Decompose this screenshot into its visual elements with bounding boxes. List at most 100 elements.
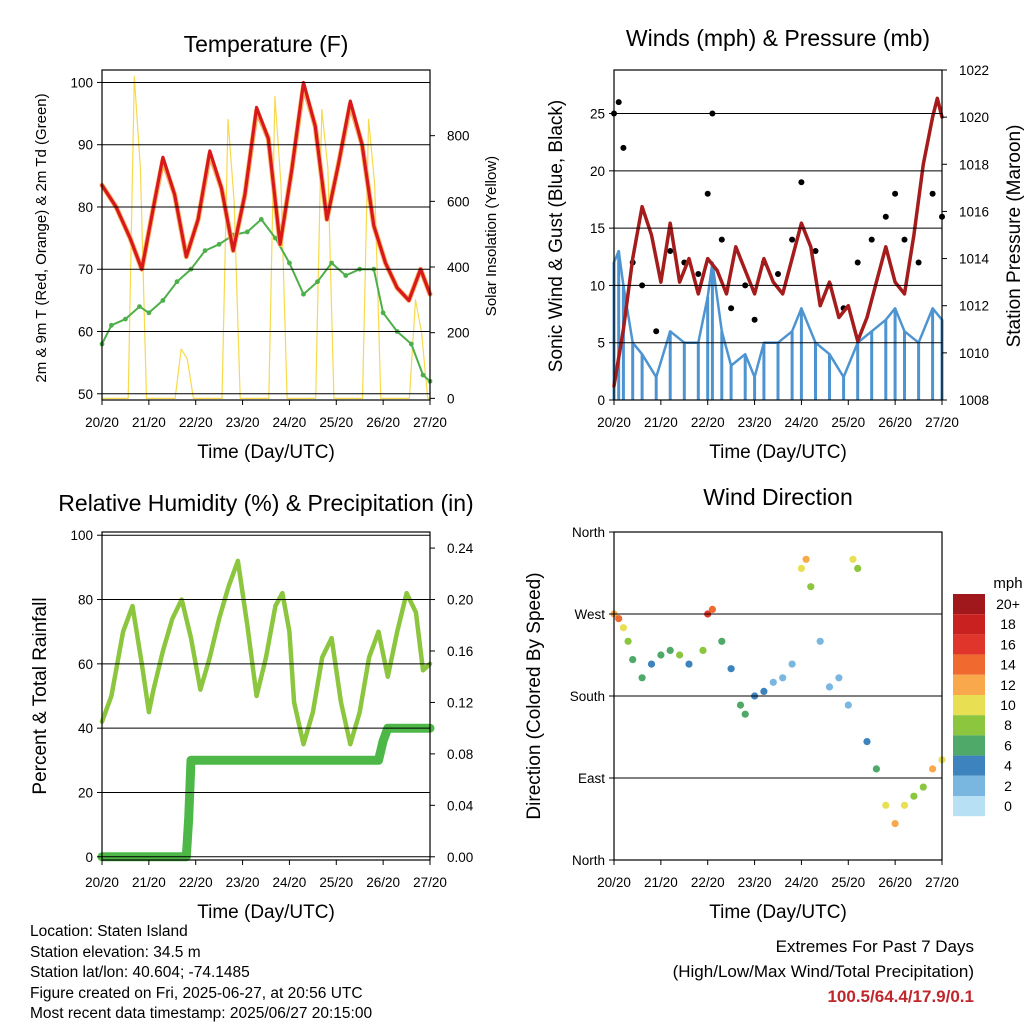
direction-point <box>769 678 777 686</box>
x-tick-label: 26/20 <box>878 875 912 890</box>
dewpoint-point <box>287 260 292 266</box>
gust-point <box>695 271 702 277</box>
extremes-subheading: (High/Low/Max Wind/Total Precipitation) <box>672 962 974 981</box>
dewpoint-point <box>420 372 426 378</box>
direction-point <box>816 637 824 645</box>
dewpoint-point <box>329 260 334 266</box>
legend-swatch <box>953 715 985 736</box>
legend-label: 10 <box>1000 697 1016 713</box>
x-tick-label: 22/20 <box>691 875 725 890</box>
gust-point <box>751 316 758 323</box>
y2-tick-label: 400 <box>447 260 470 275</box>
temperature-title: Temperature (F) <box>184 31 349 57</box>
winds-ylabel-right: Station Pressure (Maroon) <box>1004 125 1024 348</box>
x-tick-label: 25/20 <box>831 415 865 430</box>
y2-tick-label: 1008 <box>959 393 989 408</box>
y2-tick-label: 1018 <box>959 157 989 172</box>
direction-point <box>797 564 806 573</box>
humidity-line <box>99 558 433 747</box>
legend-swatch <box>953 755 985 776</box>
dewpoint-point <box>380 310 386 316</box>
x-tick-label: 20/20 <box>597 415 631 430</box>
direction-point <box>760 687 768 696</box>
legend-label: 20+ <box>996 596 1020 612</box>
y-tick-label: 70 <box>78 262 93 277</box>
direction-point <box>619 624 628 632</box>
x-tick-label: 27/20 <box>925 875 959 890</box>
legend-swatch <box>953 614 985 635</box>
legend-swatch <box>953 775 985 796</box>
legend-label: 6 <box>1004 737 1012 753</box>
direction-point <box>676 651 684 659</box>
x-tick-label: 23/20 <box>738 415 772 430</box>
direction-point <box>891 820 899 828</box>
direction-point <box>629 656 637 664</box>
station-info: Location: Staten Island Station elevatio… <box>30 922 372 1025</box>
y-tick-label: 100 <box>70 75 93 90</box>
gust-point <box>868 236 875 243</box>
direction-point <box>835 674 843 682</box>
legend-label: 16 <box>1000 636 1016 652</box>
x-tick-label: 23/20 <box>738 875 772 890</box>
precipitation-line <box>97 723 435 862</box>
x-tick-label: 24/20 <box>273 415 307 430</box>
legend-label: 18 <box>1000 616 1016 632</box>
direction-point <box>825 683 834 691</box>
direction-point <box>849 555 857 563</box>
x-tick-label: 21/20 <box>132 415 166 430</box>
dewpoint-point <box>216 241 222 247</box>
dewpoint-line <box>101 218 431 383</box>
x-tick-label: 27/20 <box>925 415 959 430</box>
direction-xlabel: Time (Day/UTC) <box>709 902 847 923</box>
winds-title: Winds (mph) & Pressure (mb) <box>626 25 930 51</box>
x-tick-label: 21/20 <box>644 415 678 430</box>
legend-label: 4 <box>1004 758 1012 774</box>
dewpoint-point <box>315 279 320 285</box>
y2-tick-label: 0.20 <box>447 593 473 608</box>
gust-point <box>789 236 796 243</box>
direction-point <box>736 701 745 709</box>
dewpoint-point <box>174 279 180 285</box>
direction-point <box>708 605 717 614</box>
direction-point <box>910 792 918 800</box>
dewpoint-point <box>123 316 128 322</box>
direction-point <box>844 701 852 709</box>
legend-label: 14 <box>1000 657 1016 673</box>
extremes-heading: Extremes For Past 7 Days <box>775 937 974 956</box>
humidity-ylabel-left: Percent & Total Rainfall <box>30 597 51 794</box>
y2-tick-label: 1020 <box>959 110 989 125</box>
legend-label: 8 <box>1004 717 1012 733</box>
dewpoint-point <box>137 304 142 309</box>
y2-tick-label: 0.08 <box>447 747 473 762</box>
plot-frame <box>101 531 431 861</box>
direction-point <box>727 665 735 673</box>
y2-tick-label: 0.04 <box>447 798 474 813</box>
direction-point <box>657 651 665 659</box>
x-tick-label: 26/20 <box>366 415 400 430</box>
gust-point <box>854 259 861 266</box>
humidity-title: Relative Humidity (%) & Precipitation (i… <box>58 490 473 516</box>
direction-point <box>741 710 749 718</box>
temp-9m-line <box>99 83 433 303</box>
legend-swatch <box>953 654 985 675</box>
y-tick-label: 60 <box>78 325 93 340</box>
dewpoint-point <box>343 273 349 278</box>
info-timestamp: Most recent data timestamp: 2025/06/27 2… <box>30 1005 373 1022</box>
direction-point <box>718 637 726 645</box>
pressure-line <box>612 96 944 388</box>
y-tick-label: 0 <box>85 850 93 865</box>
dewpoint-point <box>301 291 306 297</box>
direction-point <box>647 660 656 668</box>
legend-label: 2 <box>1004 778 1012 794</box>
info-elevation: Station elevation: 34.5 m <box>30 943 201 961</box>
y-tick-label: 20 <box>78 785 93 800</box>
gust-point <box>728 305 735 312</box>
y-tick-label: 25 <box>590 107 605 122</box>
temperature-ylabel-right: Solar Insolation (Yellow) <box>483 156 500 316</box>
extremes-box: Extremes For Past 7 Days (High/Low/Max W… <box>673 934 974 1009</box>
y2-tick-label: 0.00 <box>447 850 473 865</box>
y-tick-label: 5 <box>597 336 605 351</box>
direction-legend-title: mph <box>993 575 1022 592</box>
solar-insolation-line <box>101 76 431 399</box>
